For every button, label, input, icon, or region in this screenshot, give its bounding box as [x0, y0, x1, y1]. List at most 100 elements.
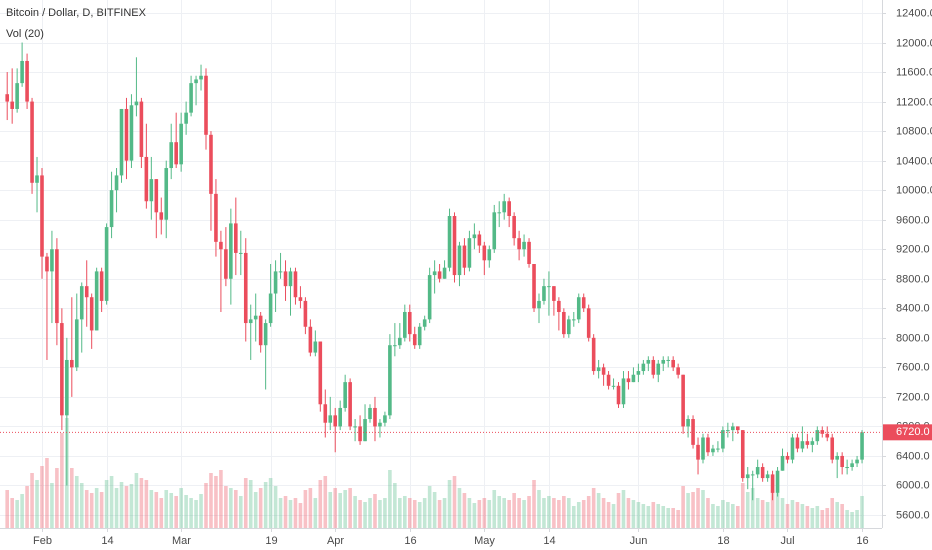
volume-bar: [114, 488, 119, 528]
volume-bar: [611, 504, 616, 528]
y-tick-label: 11200.0: [896, 96, 932, 108]
candle-body: [154, 179, 159, 213]
candle-body: [258, 315, 263, 346]
volume-bar: [323, 476, 328, 528]
volume-bar: [562, 496, 566, 528]
volume-bar: [686, 493, 690, 528]
candle-body: [775, 470, 780, 493]
candle-body: [144, 156, 149, 202]
chart-title: Bitcoin / Dollar, D, BITFINEX: [6, 7, 147, 19]
candle-body: [477, 234, 482, 246]
volume-bar: [482, 498, 487, 528]
candle-body: [179, 123, 183, 165]
volume-bar: [437, 500, 442, 528]
candle-body: [502, 201, 506, 213]
candle-body: [194, 79, 198, 84]
volume-bar: [760, 500, 765, 528]
candle-body: [10, 101, 14, 109]
y-tick-label: 9600.0: [896, 214, 930, 226]
volume-bar: [179, 488, 183, 528]
volume-bar: [234, 490, 238, 528]
volume-bar: [214, 476, 218, 528]
candle-body: [313, 341, 318, 353]
candle-body: [338, 407, 342, 427]
last-price-box: [883, 424, 932, 441]
candle-body: [815, 430, 820, 442]
volume-bar: [278, 498, 283, 528]
volume-bar: [5, 490, 9, 528]
volume-bar: [492, 490, 497, 528]
candle-body: [731, 426, 735, 431]
candle-body: [214, 193, 218, 242]
candle-body: [273, 271, 278, 294]
x-tick-label: Jun: [630, 535, 648, 547]
volume-bar: [775, 493, 780, 528]
volume-bar: [174, 496, 178, 528]
volume-bar: [373, 494, 377, 528]
candle-body: [383, 415, 387, 423]
candle-body: [99, 271, 104, 301]
volume-bar: [820, 510, 825, 528]
x-tick-label: Jul: [780, 535, 794, 547]
volume-bar: [462, 493, 467, 528]
volume-bar: [288, 500, 293, 528]
volume-bar: [348, 488, 352, 528]
volume-bar: [144, 480, 149, 528]
x-tick-label: 14: [543, 535, 555, 547]
volume-bar: [636, 502, 641, 528]
candle-body: [79, 286, 84, 320]
candle-body: [303, 300, 308, 327]
volume-bar: [40, 466, 44, 528]
candle-body: [755, 467, 760, 475]
candle-body: [760, 467, 765, 479]
candle-body: [248, 319, 253, 324]
volume-bar: [194, 500, 198, 528]
candle-body: [278, 271, 283, 273]
candle-body: [422, 319, 427, 327]
volume-bar: [542, 498, 546, 528]
volume-bar: [596, 493, 601, 528]
volume-bar: [626, 498, 631, 528]
x-tick-label: 16: [404, 535, 416, 547]
volume-bar: [656, 504, 661, 528]
candle-body: [363, 419, 367, 442]
candle-body: [581, 297, 586, 309]
volume-bar: [522, 500, 526, 528]
candle-body: [45, 256, 49, 272]
volume-bar: [666, 508, 671, 528]
candle-body: [119, 108, 124, 176]
volume-bar: [810, 508, 815, 528]
candle-body: [5, 94, 9, 102]
volume-bar: [383, 498, 387, 528]
volume-bar: [388, 470, 392, 528]
candle-body: [184, 112, 188, 124]
candle-body: [388, 345, 392, 416]
candle-body: [20, 60, 24, 84]
candle-body: [114, 175, 119, 191]
candle-body: [517, 238, 521, 250]
volume-bar: [55, 468, 59, 528]
candle-body: [701, 437, 705, 460]
volume-bar: [527, 496, 531, 528]
volume-bar: [308, 488, 313, 528]
volume-bar: [224, 486, 228, 528]
candle-body: [711, 448, 715, 453]
candle-body: [492, 212, 497, 250]
volume-bar: [790, 500, 795, 528]
volume-bar: [398, 498, 402, 528]
volume-bar: [646, 506, 651, 528]
volume-bar: [60, 433, 64, 528]
y-tick-label: 9200.0: [896, 243, 930, 255]
volume-bar: [164, 490, 169, 528]
candle-body: [795, 437, 800, 449]
candle-body: [596, 367, 601, 372]
volume-bar: [89, 493, 94, 528]
volume-bar: [735, 506, 740, 528]
volume-bar: [845, 510, 849, 528]
volume-bar: [99, 492, 104, 528]
volume-bar: [601, 498, 606, 528]
candle-body: [378, 422, 382, 427]
candle-body: [318, 341, 323, 405]
candle-body: [293, 271, 298, 298]
volume-bar: [74, 476, 79, 528]
